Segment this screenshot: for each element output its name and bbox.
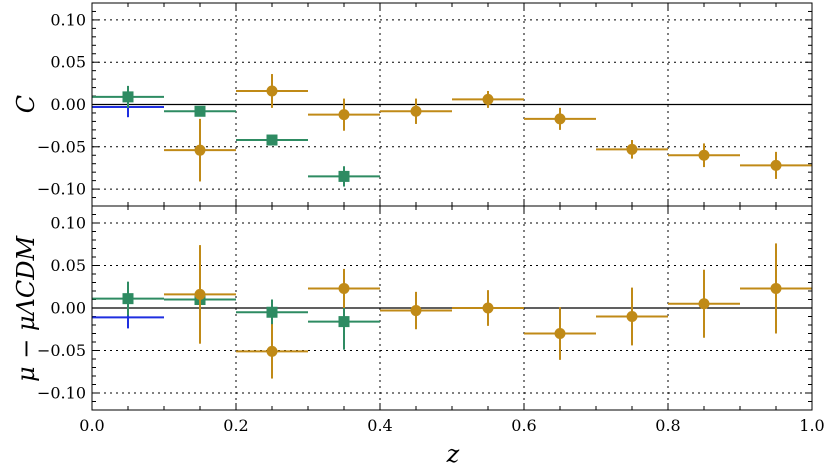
data-point-circle — [410, 305, 422, 317]
x-tick-label: 0.2 — [223, 416, 248, 435]
y-tick-label: −0.05 — [37, 341, 86, 360]
x-axis-label: z — [446, 440, 460, 468]
y-axis-label-bottom-text: μ − μΛCDM — [12, 235, 40, 383]
data-point-square — [338, 170, 350, 182]
x-axis: 0.0 0.2 0.4 0.6 0.8 1.0 — [79, 416, 824, 435]
data-point-circle — [770, 159, 782, 171]
data-point-circle — [410, 105, 422, 117]
data-point-circle — [482, 93, 494, 105]
y-tick-label: 0.00 — [50, 95, 86, 114]
y-axis-label-top: C — [12, 95, 40, 113]
data-point-circle — [194, 144, 206, 156]
data-point-circle — [338, 109, 350, 121]
data-point-square — [122, 91, 134, 103]
data-point-square — [338, 316, 350, 328]
x-tick-label: 0.8 — [655, 416, 680, 435]
data-point-square — [266, 306, 278, 318]
x-tick-label: 0.6 — [511, 416, 536, 435]
data-point-circle — [554, 113, 566, 125]
y-tick-label: 0.10 — [50, 10, 86, 29]
y-tick-label: 0.10 — [50, 214, 86, 233]
data-point-square — [194, 105, 206, 117]
panel-top: −0.10 −0.05 0.00 0.05 0.10 — [37, 2, 813, 207]
series-gold — [164, 74, 812, 182]
plot-frame — [91, 205, 813, 411]
y-tick-label: 0.05 — [50, 53, 86, 72]
data-point-square — [122, 293, 134, 305]
data-point-circle — [266, 85, 278, 97]
data-point-circle — [554, 328, 566, 339]
data-point-circle — [338, 282, 350, 294]
y-axis-label-bottom: μ − μΛCDM — [12, 235, 40, 383]
data-point-circle — [626, 143, 638, 155]
data-point-circle — [770, 282, 782, 294]
y-tick-label: −0.10 — [37, 384, 86, 403]
data-point-circle — [698, 298, 710, 310]
data-point-circle — [698, 149, 710, 161]
y-tick-label: −0.05 — [37, 137, 86, 156]
data-point-square — [266, 134, 278, 146]
x-tick-label: 0.0 — [79, 416, 104, 435]
x-tick-label: 0.4 — [367, 416, 392, 435]
data-point-circle — [482, 302, 494, 314]
panel-bottom: −0.10 −0.05 0.00 0.05 0.10 — [37, 205, 813, 411]
data-point-circle — [266, 345, 278, 357]
y-tick-label: 0.05 — [50, 256, 86, 275]
series-gold — [164, 243, 812, 379]
series-green — [92, 85, 380, 187]
x-tick-label: 1.0 — [799, 416, 824, 435]
y-tick-label: 0.00 — [50, 299, 86, 318]
data-point-circle — [194, 288, 206, 300]
data-point-circle — [626, 311, 638, 322]
y-tick-label: −0.10 — [37, 180, 86, 199]
